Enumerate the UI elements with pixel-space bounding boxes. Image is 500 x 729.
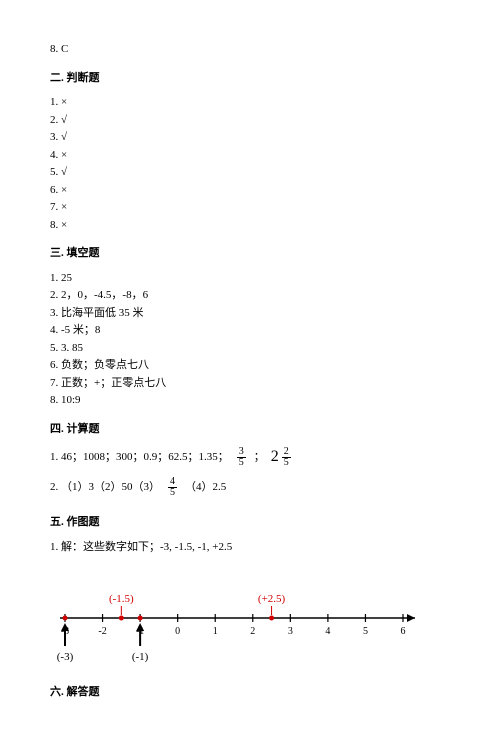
- list-item: 5. √: [50, 164, 450, 181]
- svg-text:5: 5: [363, 626, 368, 637]
- svg-text:2: 2: [250, 626, 255, 637]
- section6-title: 六. 解答题: [50, 684, 450, 701]
- calc-part-b: （4）2.5: [185, 479, 226, 496]
- section5-title: 五. 作图题: [50, 514, 450, 531]
- number-line-diagram: -3-2-10123456(-3)(-1.5)(-1)(+2.5): [50, 573, 430, 668]
- section2-title: 二. 判断题: [50, 70, 450, 87]
- svg-text:(-3): (-3): [57, 651, 74, 663]
- svg-text:(+2.5): (+2.5): [258, 593, 286, 605]
- section4-title: 四. 计算题: [50, 421, 450, 438]
- section2-list: 1. × 2. √ 3. √ 4. × 5. √ 6. × 7. × 8. ×: [50, 94, 450, 233]
- separator: ；: [254, 449, 265, 466]
- section3-list: 1. 25 2. 2，0，-4.5，-8，6 3. 比海平面低 35 米 4. …: [50, 270, 450, 409]
- list-item: 3. √: [50, 129, 450, 146]
- list-item: 3. 比海平面低 35 米: [50, 305, 450, 322]
- list-item: 7. ×: [50, 199, 450, 216]
- fraction-3-5: 3 5: [237, 447, 246, 468]
- svg-text:(-1.5): (-1.5): [109, 593, 134, 605]
- calc-line-2: 2. （1）3（2）50（3） 4 5 （4）2.5: [50, 477, 450, 498]
- section3-title: 三. 填空题: [50, 245, 450, 262]
- calc-line-1: 1. 46；1008；300；0.9；62.5；1.35； 3 5 ； 2 2 …: [50, 445, 450, 469]
- fraction-2-5: 2 5: [282, 447, 291, 468]
- svg-text:(-1): (-1): [132, 651, 149, 663]
- list-item: 1. ×: [50, 94, 450, 111]
- list-item: 4. ×: [50, 147, 450, 164]
- list-item: 8. 10:9: [50, 392, 450, 409]
- list-item: 1. 25: [50, 270, 450, 287]
- section5-text: 1. 解：这些数字如下；-3, -1.5, -1, +2.5: [50, 539, 450, 556]
- svg-text:0: 0: [175, 626, 180, 637]
- list-item: 2. 2，0，-4.5，-8，6: [50, 287, 450, 304]
- calc-part-a: 2. （1）3（2）50（3）: [50, 479, 160, 496]
- list-item: 7. 正数；+；正零点七八: [50, 375, 450, 392]
- mixed-number: 2 2 5: [271, 445, 293, 469]
- list-item: 6. 负数；负零点七八: [50, 357, 450, 374]
- list-item: 2. √: [50, 112, 450, 129]
- list-item: 6. ×: [50, 182, 450, 199]
- list-item: 5. 3. 85: [50, 340, 450, 357]
- fraction-4-5: 4 5: [168, 477, 177, 498]
- svg-text:3: 3: [288, 626, 293, 637]
- answer-8c: 8. C: [50, 41, 450, 58]
- svg-text:1: 1: [213, 626, 218, 637]
- list-item: 4. -5 米；8: [50, 322, 450, 339]
- page-content: 8. C 二. 判断题 1. × 2. √ 3. √ 4. × 5. √ 6. …: [0, 0, 500, 729]
- calc-prefix: 1. 46；1008；300；0.9；62.5；1.35；: [50, 449, 229, 466]
- number-line-svg: -3-2-10123456(-3)(-1.5)(-1)(+2.5): [50, 573, 430, 668]
- svg-text:6: 6: [401, 626, 406, 637]
- svg-text:-2: -2: [98, 626, 106, 637]
- svg-text:4: 4: [325, 626, 330, 637]
- list-item: 8. ×: [50, 217, 450, 234]
